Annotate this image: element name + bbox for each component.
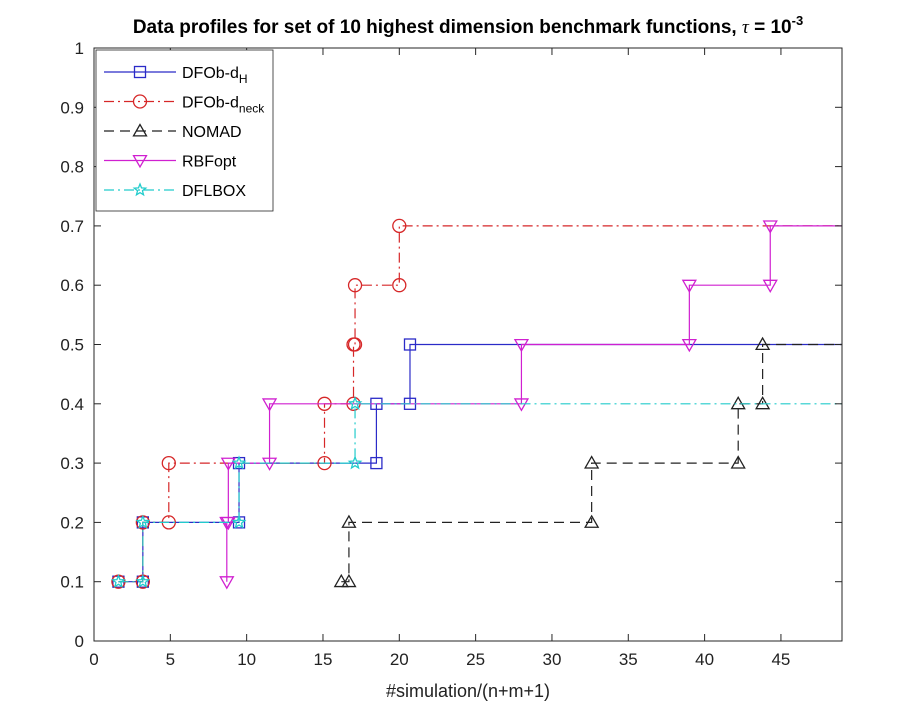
chart-title-prefix: Data profiles for set of 10 highest dime… [133,17,742,38]
chart-title-equals: = 10 [749,17,792,38]
series-nomad-line [341,343,842,583]
series-dfob-d-neck-marker-4 [161,455,176,471]
x-tick-label-45: 45 [771,650,790,669]
legend-entry-dfob-d-neck: DFOb-dneck [104,94,265,116]
series-nomad-marker-4 [584,455,600,469]
y-tick-label-8: 0.8 [60,158,84,177]
series-dflbox-marker-2 [135,514,151,529]
x-axis-label: #simulation/(n+m+1) [386,681,550,701]
series-nomad-marker-1 [341,573,357,588]
x-tick-label-30: 30 [542,650,561,669]
series-dfob-d-neck-marker-5 [317,455,332,471]
legend: DFOb-dH DFOb-dneck NOMAD RBFopt DFLBOX [95,49,274,212]
y-tick-label-6: 0.6 [60,276,84,295]
legend-entry-dflbox: DFLBOX [104,182,246,200]
series-dfob-d-h-marker-5 [370,456,383,470]
legend-entry-nomad-label: NOMAD [182,124,242,141]
series-dfob-d-h-marker-8 [403,338,417,351]
chart-title-exponent: -3 [792,13,804,28]
legend-entry-rbfopt-label: RBFopt [182,154,237,171]
y-tick-label-10: 1 [75,39,84,58]
series-dfob-d-neck-marker-12 [392,218,407,234]
y-tick-label-3: 0.3 [60,454,84,473]
x-tick-label-0: 0 [89,650,98,669]
legend-entry-dfob-d-neck-label: DFOb-dneck [182,95,265,116]
y-axis: 0 0.1 0.2 0.3 0.4 0.5 0.6 0.7 0.8 0.9 1 [60,39,842,651]
series-dflbox-line [118,403,842,583]
y-tick-label-2: 0.2 [60,513,84,532]
series-rbfopt-marker-11 [762,220,778,234]
series-rbfopt-marker-3 [220,457,236,471]
series-dflbox-marker-3 [231,514,247,529]
legend-entry-dfob-d-h: DFOb-dH [104,65,248,86]
series-nomad-marker-2 [341,514,357,528]
x-tick-label-15: 15 [314,650,333,669]
series-nomad-marker-0 [333,573,349,588]
series-dfob-d-neck-marker-11 [392,278,407,293]
series-rbfopt-marker-6 [513,398,530,412]
y-tick-label-5: 0.5 [60,336,84,355]
series-rbfopt-marker-7 [513,338,530,353]
legend-entry-rbfopt-marker-0 [132,154,148,169]
series-dflbox-marker-1 [135,573,151,588]
legend-entry-dflbox-label: DFLBOX [182,183,246,200]
series-dflbox-marker-5 [347,455,363,470]
series-layer [111,218,842,590]
x-tick-label-20: 20 [390,650,409,669]
y-tick-label-9: 0.9 [60,98,84,117]
legend-entry-rbfopt: RBFopt [104,154,237,171]
legend-entry-dfob-d-neck-marker-0 [132,94,148,109]
y-tick-label-1: 0.1 [60,573,84,592]
series-dflbox-marker-4 [231,455,247,470]
series-nomad-marker-7 [755,395,771,410]
series-rbfopt-marker-9 [681,279,697,294]
series-rbfopt-marker-10 [762,279,778,294]
chart-title: Data profiles for set of 10 highest dime… [133,13,803,38]
series-dfob-d-neck-marker-9 [347,337,363,352]
series-rbfopt-marker-0 [219,576,235,590]
chart-title-tau: τ [742,17,750,38]
x-tick-label-10: 10 [237,650,256,669]
legend-entry-nomad: NOMAD [104,123,242,141]
series-dflbox [111,396,842,588]
x-tick-label-35: 35 [619,650,638,669]
x-axis: 0 5 10 15 20 25 30 35 40 45 [89,48,790,669]
series-dflbox-marker-6 [347,396,363,411]
series-dflbox-marker-0 [111,573,126,588]
series-nomad-marker-5 [730,455,746,469]
legend-entry-dfob-d-h-label: DFOb-dH [182,65,248,86]
series-dfob-d-neck-marker-10 [347,278,363,293]
series-nomad-marker-8 [755,336,771,351]
y-tick-label-4: 0.4 [60,395,84,414]
series-nomad [333,336,842,588]
series-nomad-marker-6 [730,395,746,410]
x-tick-label-5: 5 [166,650,175,669]
series-rbfopt-marker-4 [261,457,278,471]
series-rbfopt-marker-2 [220,516,236,531]
y-tick-label-7: 0.7 [60,217,84,236]
legend-entry-dfob-d-h-marker-0 [133,65,147,79]
legend-entry-dflbox-marker-0 [132,182,148,197]
y-tick-label-0: 0 [75,632,84,651]
series-rbfopt-marker-8 [681,338,697,353]
series-rbfopt-marker-5 [261,398,278,412]
legend-entry-nomad-marker-0 [132,123,148,137]
series-nomad-marker-3 [584,514,600,528]
x-tick-label-40: 40 [695,650,714,669]
x-tick-label-25: 25 [466,650,485,669]
